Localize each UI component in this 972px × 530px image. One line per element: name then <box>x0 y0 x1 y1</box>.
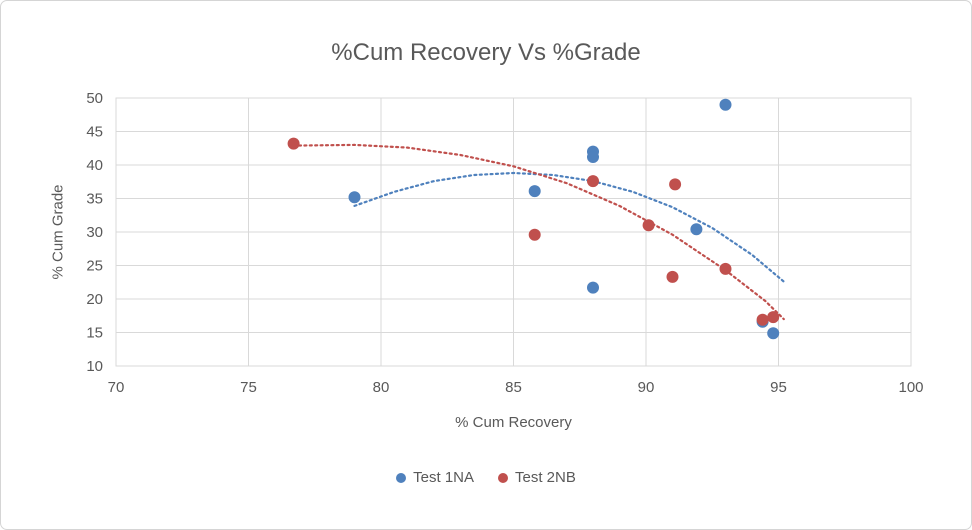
y-tick-label: 30 <box>86 224 103 241</box>
legend: Test 1NA Test 2NB <box>1 469 971 486</box>
data-point-series-2[interactable] <box>528 228 541 241</box>
legend-marker-icon <box>396 472 407 483</box>
y-tick-label: 25 <box>86 258 103 275</box>
y-tick-label: 10 <box>86 358 103 375</box>
data-point-series-1[interactable] <box>587 281 599 294</box>
y-tick-label: 15 <box>86 325 103 342</box>
y-tick-label: 35 <box>86 191 103 208</box>
data-point-series-2[interactable] <box>642 219 655 232</box>
legend-item-test-2nb[interactable]: Test 2NB <box>498 469 576 486</box>
data-point-series-2[interactable] <box>669 178 682 191</box>
x-tick-label: 95 <box>770 379 787 396</box>
data-point-series-2[interactable] <box>767 311 780 324</box>
data-point-series-1[interactable] <box>528 185 541 198</box>
x-tick-label: 80 <box>373 379 390 396</box>
data-point-series-2[interactable] <box>666 270 679 283</box>
legend-label: Test 1NA <box>413 469 474 486</box>
trendline-series-2 <box>292 143 785 321</box>
data-point-series-1[interactable] <box>348 191 361 204</box>
data-point-series-1[interactable] <box>719 98 732 111</box>
x-tick-label: 70 <box>108 379 125 396</box>
legend-item-test-1na[interactable]: Test 1NA <box>396 469 474 486</box>
chart-title: %Cum Recovery Vs %Grade <box>331 39 641 66</box>
data-point-series-2[interactable] <box>287 137 300 150</box>
trendline-series-1 <box>353 171 785 283</box>
data-point-series-1[interactable] <box>587 151 599 163</box>
x-tick-label: 75 <box>240 379 257 396</box>
x-axis-title: % Cum Recovery <box>455 414 572 431</box>
y-tick-label: 45 <box>86 124 103 141</box>
legend-label: Test 2NB <box>515 469 576 486</box>
y-tick-label: 50 <box>86 90 103 107</box>
data-point-series-2[interactable] <box>719 262 732 275</box>
data-point-series-1[interactable] <box>690 223 703 236</box>
data-point-series-2[interactable] <box>756 313 769 326</box>
y-tick-label: 40 <box>86 157 103 174</box>
x-tick-label: 85 <box>505 379 522 396</box>
y-tick-label: 20 <box>86 291 103 308</box>
x-tick-label: 100 <box>898 379 923 396</box>
data-point-series-1[interactable] <box>767 327 780 340</box>
legend-marker-icon <box>498 472 508 483</box>
data-point-series-2[interactable] <box>587 175 599 188</box>
plot-border <box>115 97 912 367</box>
x-tick-label: 90 <box>638 379 655 396</box>
